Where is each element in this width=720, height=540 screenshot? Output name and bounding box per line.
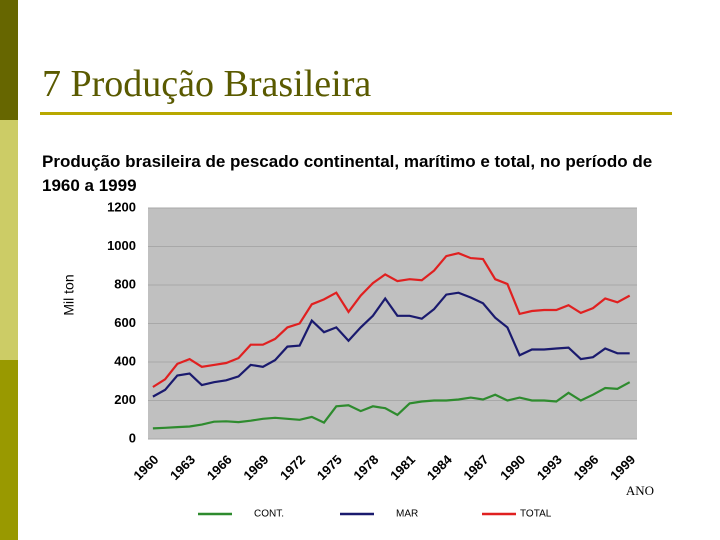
title-rule [40, 112, 672, 115]
y-tick-label: 400 [114, 353, 136, 368]
x-tick-label: 1966 [204, 452, 235, 483]
x-tick-label: 1993 [534, 452, 565, 483]
x-tick-label: 1996 [570, 452, 601, 483]
y-tick-label: 800 [114, 276, 136, 291]
x-tick-label: 1984 [424, 451, 456, 483]
series-line [152, 252, 631, 388]
strip-middle [0, 120, 18, 360]
series-line [152, 291, 630, 398]
y-tick-label: 1000 [107, 238, 136, 253]
x-tick-label: 1990 [497, 452, 528, 483]
x-tick-label: 1981 [387, 452, 418, 483]
legend-label: MAR [396, 509, 418, 520]
strip-top [0, 0, 18, 120]
y-tick-label: 200 [114, 392, 136, 407]
slide-title: 7 Produção Brasileira [42, 63, 372, 105]
series-line [152, 381, 631, 430]
strip-bottom [0, 360, 18, 540]
y-tick-label: 0 [129, 430, 136, 445]
legend-label: TOTAL [520, 509, 552, 520]
x-axis-label: ANO [626, 483, 654, 498]
x-tick-label: 1972 [277, 452, 308, 483]
x-tick-label: 1987 [460, 452, 491, 483]
x-tick-label: 1963 [167, 452, 198, 483]
x-tick-label: 1978 [350, 452, 381, 483]
x-tick-label: 1969 [240, 452, 271, 483]
y-tick-label: 1200 [107, 199, 136, 214]
y-tick-label: 600 [114, 315, 136, 330]
x-tick-label: 1960 [130, 452, 161, 483]
y-axis-label: Mil ton [61, 274, 77, 315]
x-tick-label: 1975 [314, 452, 345, 483]
x-tick-label: 1999 [607, 452, 638, 483]
legend-label: CONT. [254, 509, 284, 520]
chart-title: Produção brasileira de pescado continent… [42, 152, 653, 195]
